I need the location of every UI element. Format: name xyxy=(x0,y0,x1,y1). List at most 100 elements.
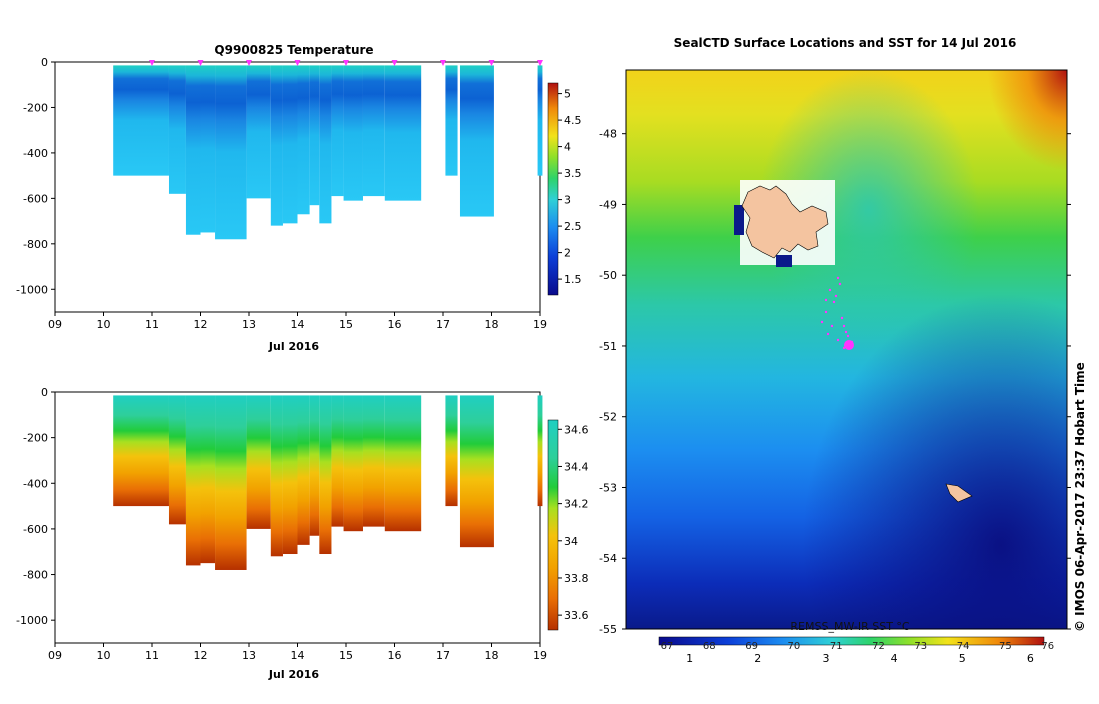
x-tick-label: 10 xyxy=(97,318,111,331)
salinity-profile-column xyxy=(200,395,216,564)
temperature-profile-column xyxy=(297,65,310,215)
salinity-colorbar xyxy=(547,419,559,631)
heard-island xyxy=(945,483,973,503)
seal-location-dot xyxy=(844,330,848,334)
salinity-profile-column xyxy=(282,395,298,555)
salinity-profile-column xyxy=(537,395,543,507)
x-tick-label: 15 xyxy=(339,649,353,662)
sst-fahrenheit-tick: 71 xyxy=(830,641,843,652)
temperature-profile-column xyxy=(362,65,385,197)
x-tick-label: 15 xyxy=(339,318,353,331)
colorbar-tick-label: 34.2 xyxy=(564,498,589,511)
island-cold-pixel xyxy=(734,205,744,235)
copyright-text: © IMOS 06-Apr-2017 23:37 Hobart Time xyxy=(1073,362,1087,632)
y-tick-label: -600 xyxy=(23,523,48,536)
sst-fahrenheit-tick: 68 xyxy=(703,641,716,652)
seal-location-cluster xyxy=(844,340,854,350)
temperature-profile-column xyxy=(152,65,169,176)
sst-colorbar-ticks: 1 2 3 4 5 6 67 68 69 70 71 72 73 74 75 76 xyxy=(661,641,1054,665)
temperature-profile-column xyxy=(200,65,216,233)
profile-marker xyxy=(197,60,204,66)
seal-location-dot xyxy=(830,324,834,328)
seal-location-dot xyxy=(842,324,846,328)
salinity-profile-column xyxy=(246,395,271,529)
seal-location-dot xyxy=(824,298,828,302)
lat-tick-label: -55 xyxy=(599,623,617,636)
sst-celsius-tick: 5 xyxy=(959,652,966,665)
profile-marker xyxy=(246,60,252,66)
salinity-profile-column xyxy=(331,395,344,527)
x-tick-label: 19 xyxy=(533,649,547,662)
y-tick-label: -200 xyxy=(23,101,48,114)
salinity-y-axis: 0 -200 -400 -600 -800 -1000 xyxy=(16,386,55,627)
sst-fahrenheit-tick: 69 xyxy=(745,641,758,652)
lat-tick-label: -48 xyxy=(599,128,617,141)
x-tick-label: 09 xyxy=(48,318,62,331)
x-tick-label: 12 xyxy=(194,318,208,331)
seal-location-dot xyxy=(832,300,836,304)
lat-tick-label: -51 xyxy=(599,340,617,353)
profile-marker xyxy=(294,60,301,66)
y-tick-label: 0 xyxy=(41,386,48,399)
temperature-profile-column xyxy=(185,65,201,235)
colorbar-tick-label: 4.5 xyxy=(564,114,582,127)
x-tick-label: 17 xyxy=(436,318,450,331)
salinity-profile-column xyxy=(185,395,201,566)
sst-warm-corner xyxy=(626,70,1067,629)
sst-celsius-tick: 6 xyxy=(1027,652,1034,665)
colorbar-tick-label: 3.5 xyxy=(564,167,582,180)
temperature-profile-column xyxy=(113,65,152,176)
salinity-profile-column xyxy=(168,395,186,525)
sst-fahrenheit-tick: 73 xyxy=(914,641,927,652)
temperature-profile-column xyxy=(309,65,320,206)
sst-fahrenheit-tick: 74 xyxy=(957,641,970,652)
temperature-profile-column xyxy=(459,65,494,217)
x-tick-label: 10 xyxy=(97,649,111,662)
sst-fahrenheit-tick: 70 xyxy=(788,641,801,652)
lat-tick-label: -52 xyxy=(599,411,617,424)
y-tick-label: -800 xyxy=(23,238,48,251)
x-tick-label: 13 xyxy=(242,318,256,331)
seal-location-dot xyxy=(824,310,828,314)
temperature-profiles xyxy=(113,65,543,240)
profile-marker xyxy=(488,60,495,66)
temperature-profile-column xyxy=(319,65,332,224)
sst-fahrenheit-tick: 75 xyxy=(999,641,1012,652)
temperature-colorbar-ticks: 1.5 2 2.5 3 3.5 4 4.5 5 xyxy=(558,88,582,286)
x-tick-label: 14 xyxy=(291,318,305,331)
temperature-profile-column xyxy=(282,65,298,224)
sst-celsius-tick: 1 xyxy=(686,652,693,665)
map-frame xyxy=(625,69,1068,630)
salinity-profile-column xyxy=(152,395,169,507)
y-tick-label: -400 xyxy=(23,147,48,160)
map-title: SealCTD Surface Locations and SST for 14… xyxy=(674,36,1017,50)
map-latitude-axis: -48 -49 -50 -51 -52 -53 -54 -55 xyxy=(599,128,1071,636)
kerguelen-island xyxy=(741,185,829,259)
x-tick-label: 16 xyxy=(388,318,402,331)
salinity-profile-column xyxy=(459,395,494,548)
salinity-profile-column xyxy=(445,395,458,507)
temperature-profile-column xyxy=(343,65,363,201)
colorbar-tick-label: 34 xyxy=(564,535,578,548)
temperature-profile-column xyxy=(270,65,283,226)
x-tick-label: 17 xyxy=(436,649,450,662)
seal-locations xyxy=(820,276,854,350)
x-tick-label: 11 xyxy=(145,649,159,662)
temperature-x-label: Jul 2016 xyxy=(268,340,319,353)
salinity-profile-column xyxy=(309,395,320,536)
sst-fahrenheit-tick: 76 xyxy=(1041,641,1054,652)
sst-map xyxy=(625,69,1068,630)
temperature-profile-column xyxy=(331,65,344,197)
colorbar-tick-label: 34.6 xyxy=(564,423,589,436)
sst-celsius-tick: 3 xyxy=(822,652,829,665)
x-tick-label: 18 xyxy=(485,649,499,662)
seal-location-dot xyxy=(836,338,840,342)
temperature-x-axis: 09 10 11 12 13 14 15 16 17 18 19 xyxy=(48,312,547,331)
seal-location-dot xyxy=(840,316,844,320)
y-tick-label: -1000 xyxy=(16,283,48,296)
salinity-profile-column xyxy=(319,395,332,555)
temperature-profile-column xyxy=(168,65,186,194)
island-cold-pixel xyxy=(776,255,792,267)
seal-location-dot xyxy=(828,288,832,292)
x-tick-label: 16 xyxy=(388,649,402,662)
